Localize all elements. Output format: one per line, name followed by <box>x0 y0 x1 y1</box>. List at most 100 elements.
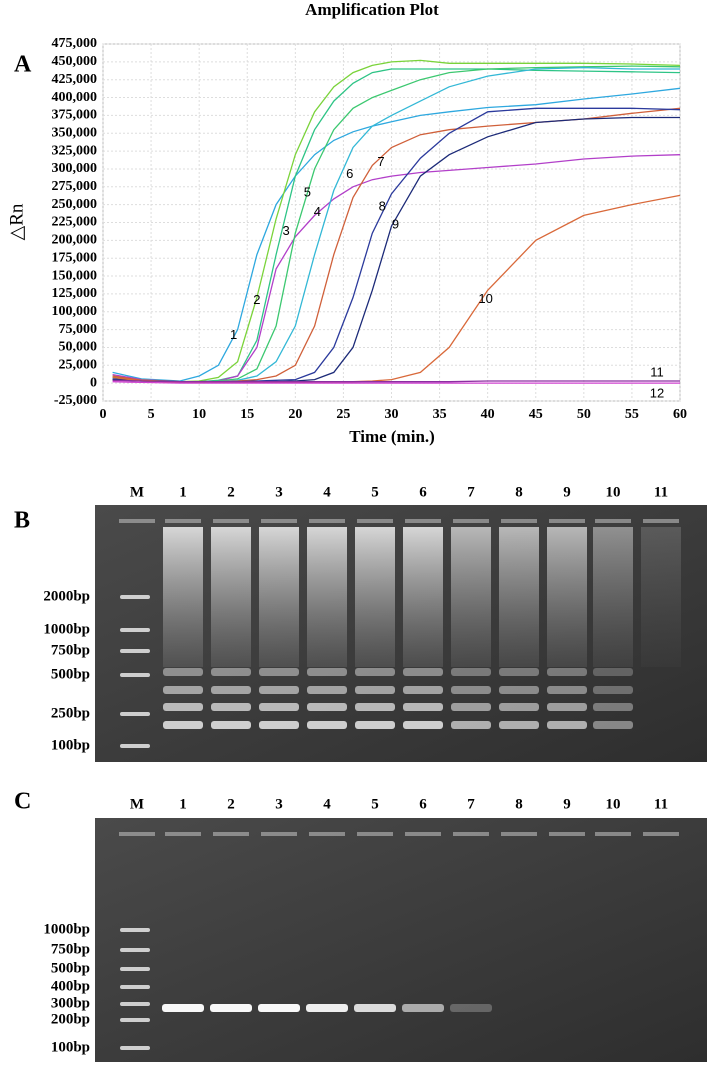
series-line <box>112 87 681 382</box>
ladder-band <box>120 712 150 716</box>
series-line <box>112 379 680 383</box>
lane-label: 7 <box>467 484 475 500</box>
ladder-band <box>120 1018 150 1022</box>
lane-label: 4 <box>323 796 331 812</box>
y-tick-label: 175,000 <box>52 250 98 265</box>
lane-label: 8 <box>515 484 523 500</box>
x-tick-label: 30 <box>385 407 399 422</box>
gel-band <box>593 668 633 676</box>
gel-band <box>259 668 299 676</box>
gel-well <box>309 519 345 523</box>
series-line <box>112 107 681 383</box>
ladder-label: 400bp <box>51 978 90 994</box>
gel-well <box>261 832 297 836</box>
lane-label: 6 <box>419 484 427 500</box>
gel-band <box>402 1004 444 1012</box>
gel-smear <box>641 527 681 667</box>
gel-band <box>211 686 251 694</box>
ladder-band <box>120 744 150 748</box>
series-label: 11 <box>650 364 664 379</box>
gel-well <box>643 519 679 523</box>
ladder-band <box>120 928 150 932</box>
y-tick-label: 0 <box>90 375 97 390</box>
gel-smear <box>307 527 347 667</box>
lane-label: 6 <box>419 796 427 812</box>
gel-smear <box>593 527 633 667</box>
gel-well <box>453 832 489 836</box>
gel-band <box>451 721 491 729</box>
ladder-label: 100bp <box>51 1039 90 1055</box>
lane-label: 2 <box>227 796 235 812</box>
gel-band <box>547 686 587 694</box>
gel-band <box>403 668 443 676</box>
gel-band <box>163 686 203 694</box>
gel-band <box>547 668 587 676</box>
lane-label: 3 <box>275 484 283 500</box>
gel-band <box>499 703 539 711</box>
gel-well <box>261 519 297 523</box>
gel-band <box>307 668 347 676</box>
series-line <box>112 107 681 383</box>
series-line <box>112 381 680 384</box>
gel-well <box>165 832 201 836</box>
gel-well <box>213 519 249 523</box>
lane-label: 11 <box>654 484 668 500</box>
gel-band <box>259 721 299 729</box>
gel-band <box>211 668 251 676</box>
ladder-band <box>120 673 150 677</box>
gel-band <box>354 1004 396 1012</box>
gel-smear <box>355 527 395 667</box>
gel-well <box>595 519 631 523</box>
y-tick-label: -25,000 <box>54 393 97 408</box>
gel-well <box>165 519 201 523</box>
gel-smear <box>211 527 251 667</box>
y-tick-label: 450,000 <box>52 54 98 69</box>
ladder-label: 2000bp <box>43 588 90 604</box>
y-tick-label: 275,000 <box>52 179 98 194</box>
ladder-label: 1000bp <box>43 921 90 937</box>
series-line <box>112 59 681 383</box>
ladder-band <box>120 967 150 971</box>
x-axis-label: Time (min.) <box>349 427 435 446</box>
y-tick-label: 250,000 <box>52 197 98 212</box>
lane-label: 9 <box>563 484 571 500</box>
ladder-label: 750bp <box>51 642 90 658</box>
gel-band <box>163 668 203 676</box>
y-tick-label: 300,000 <box>52 161 98 176</box>
series-label: 4 <box>314 204 321 219</box>
panel-label: C <box>14 789 31 815</box>
gel-band <box>307 721 347 729</box>
gel-band <box>355 721 395 729</box>
lane-label: 2 <box>227 484 235 500</box>
lane-label: 10 <box>606 484 621 500</box>
y-tick-label: 475,000 <box>52 36 98 51</box>
gel-band <box>499 668 539 676</box>
series-label: 2 <box>253 292 260 307</box>
gel-band <box>403 721 443 729</box>
lane-label: 1 <box>179 484 187 500</box>
gel-well <box>357 519 393 523</box>
gel-well <box>405 519 441 523</box>
series-label: 12 <box>650 386 664 401</box>
lane-label: 10 <box>606 796 621 812</box>
gel-well <box>405 832 441 836</box>
y-tick-label: 100,000 <box>52 304 98 319</box>
gel-band <box>163 721 203 729</box>
x-tick-label: 35 <box>433 407 447 422</box>
lane-label: M <box>130 484 144 500</box>
ladder-band <box>120 948 150 952</box>
gel-smear <box>499 527 539 667</box>
ladder-band <box>120 649 150 653</box>
series-label: 7 <box>377 154 384 169</box>
y-tick-label: 150,000 <box>52 268 98 283</box>
lane-label: 5 <box>371 796 379 812</box>
gel-band <box>403 703 443 711</box>
gel-smear <box>163 527 203 667</box>
lane-label: 8 <box>515 796 523 812</box>
gel-panels <box>95 505 707 1062</box>
series-label: 10 <box>478 291 492 306</box>
y-tick-label: 350,000 <box>52 125 98 140</box>
gel-well <box>549 832 585 836</box>
y-tick-label: 125,000 <box>52 286 98 301</box>
